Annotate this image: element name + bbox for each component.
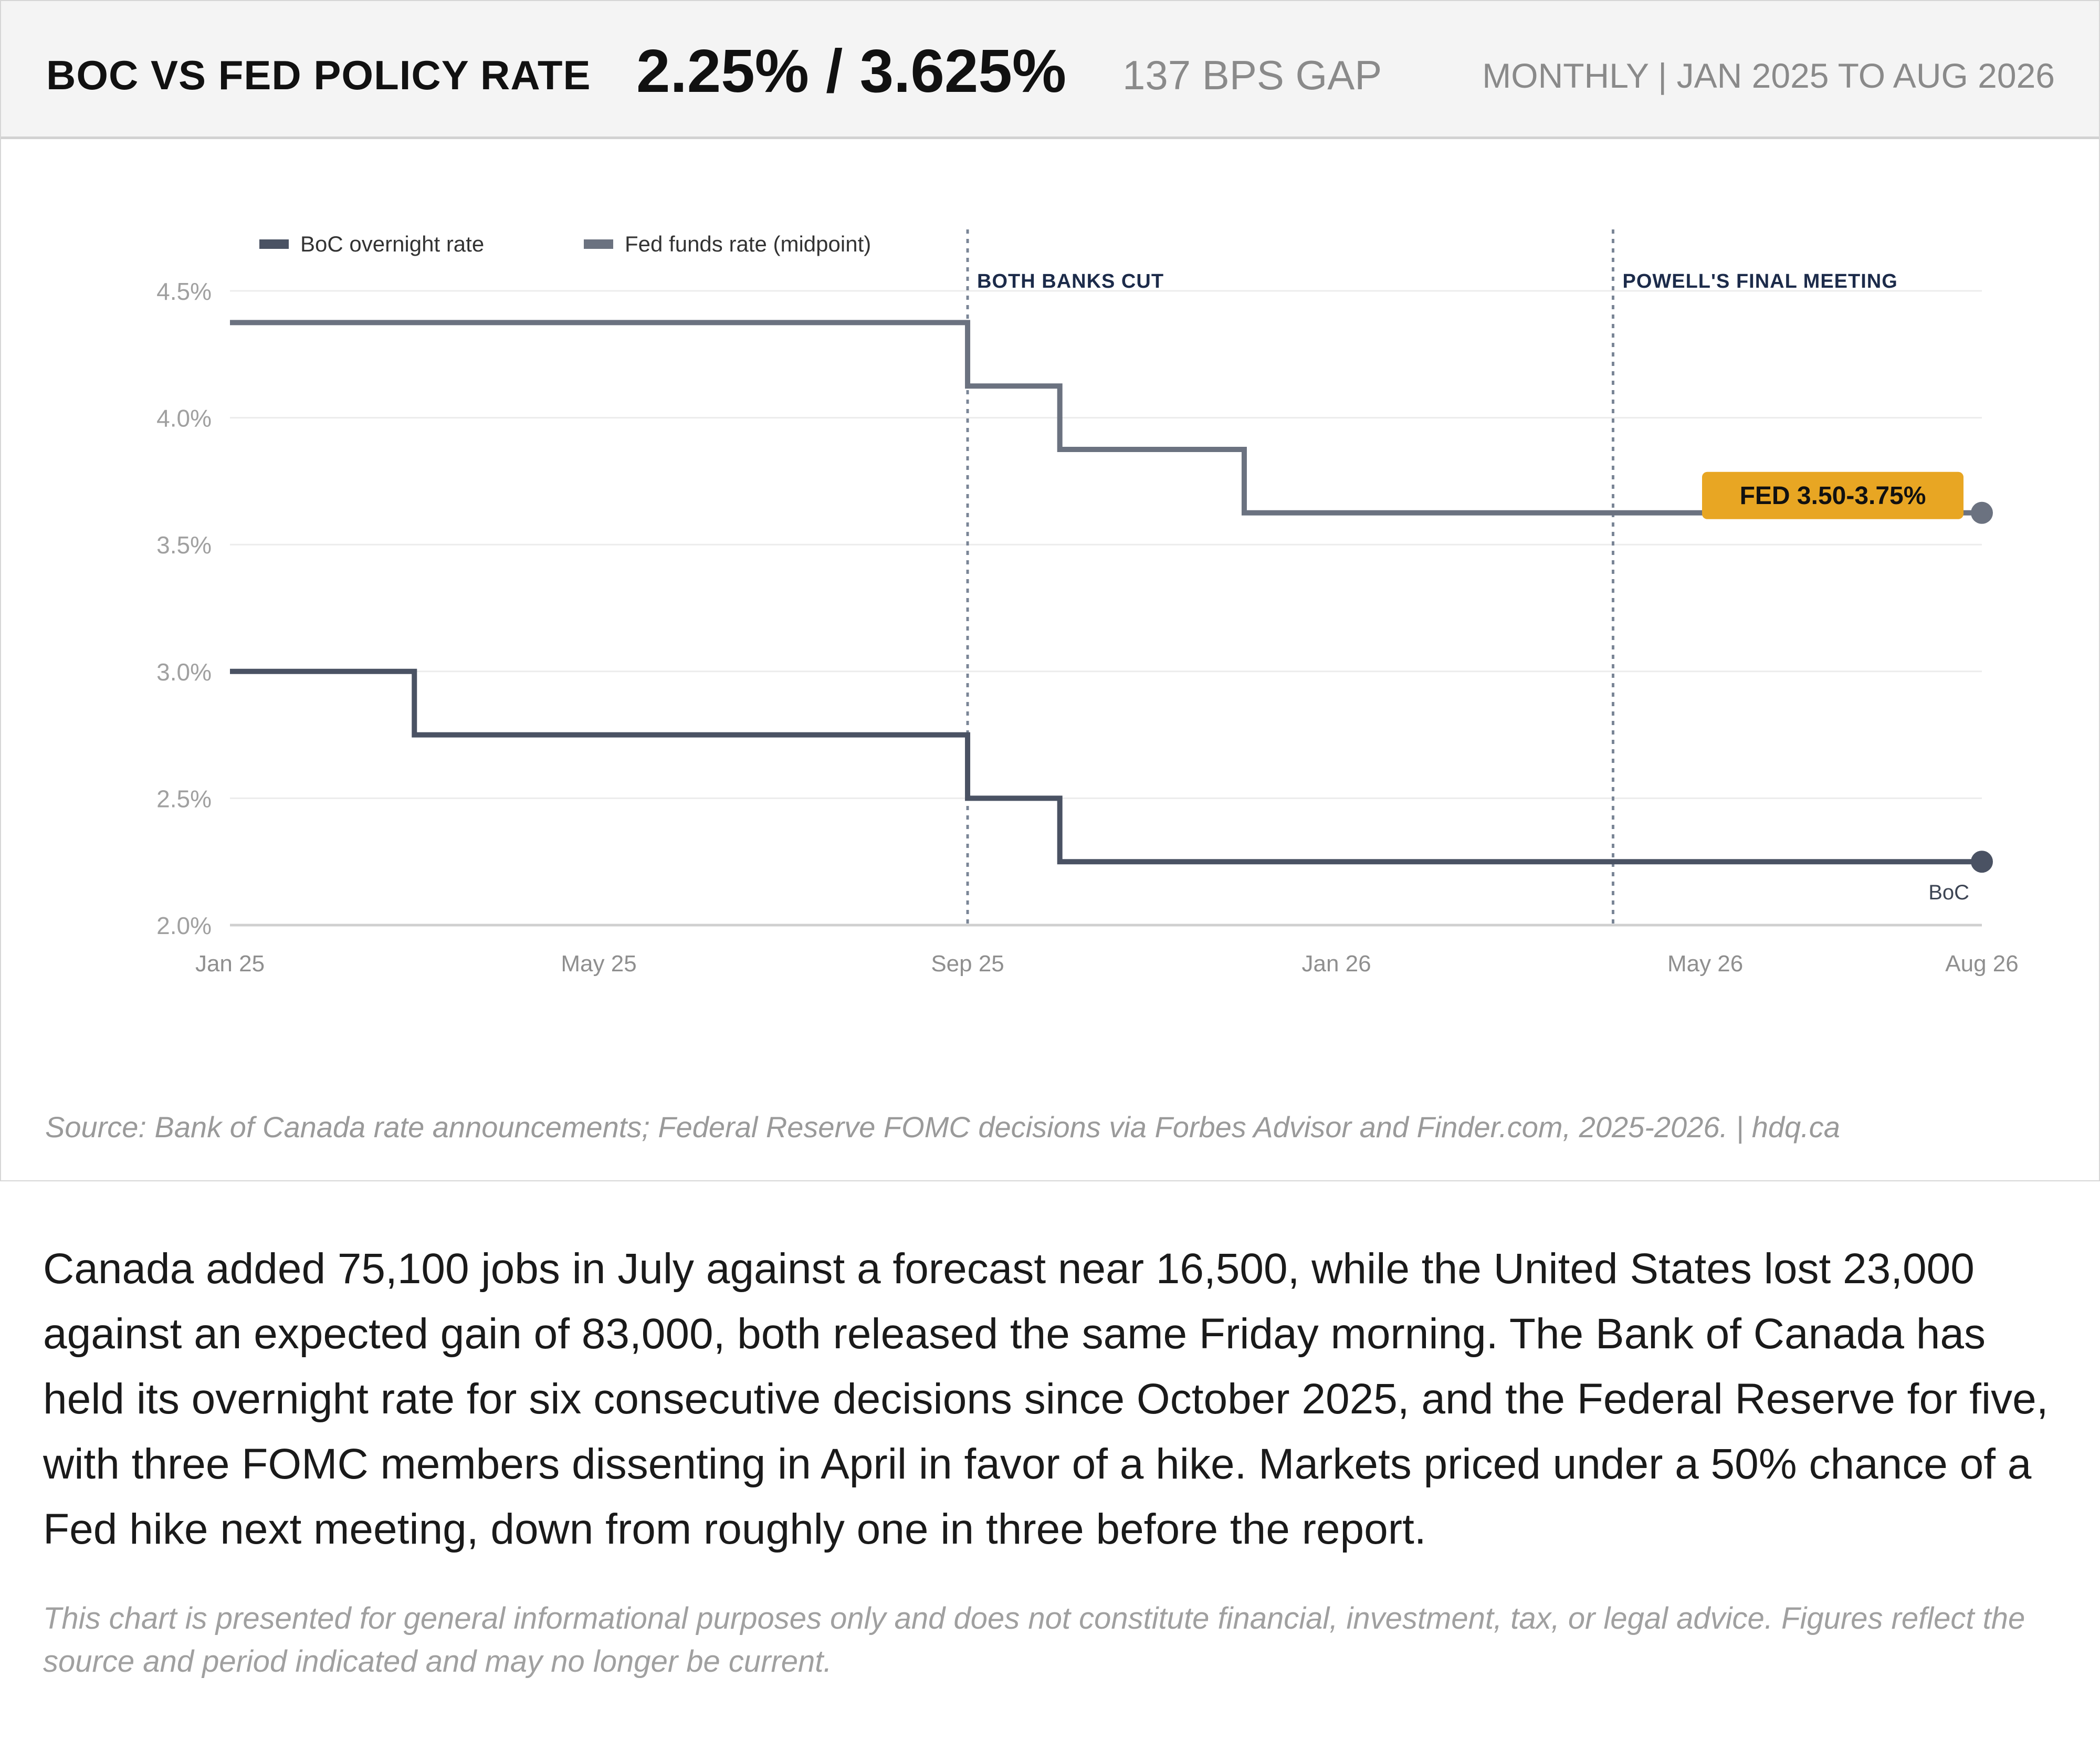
boc-series-line bbox=[230, 668, 1982, 865]
legend-swatch bbox=[259, 239, 289, 249]
y-tick-label: 4.5% bbox=[156, 278, 212, 305]
fed-end-point bbox=[1971, 501, 1993, 524]
fed-series-line bbox=[230, 320, 1982, 516]
chart-card: BOC VS FED POLICY RATE 2.25% / 3.625% 13… bbox=[0, 0, 2100, 1181]
article-paragraph: Canada added 75,100 jobs in July against… bbox=[43, 1245, 2049, 1553]
source-note: Source: Bank of Canada rate announcement… bbox=[45, 1110, 1840, 1144]
legend-label: BoC overnight rate bbox=[300, 232, 484, 256]
period-label: MONTHLY | JAN 2025 TO AUG 2026 bbox=[1482, 56, 2055, 95]
x-tick-label: May 25 bbox=[561, 951, 636, 977]
fed-callout-box bbox=[1702, 471, 1964, 519]
annotation-label: BOTH BANKS CUT bbox=[977, 270, 1164, 292]
y-tick-label: 2.0% bbox=[156, 912, 212, 939]
x-tick-label: Jan 26 bbox=[1302, 951, 1371, 977]
x-tick-label: May 26 bbox=[1667, 951, 1743, 977]
legend-swatch bbox=[584, 239, 613, 249]
legend-label: Fed funds rate (midpoint) bbox=[625, 232, 871, 256]
y-tick-label: 4.0% bbox=[156, 405, 212, 432]
y-tick-label: 3.0% bbox=[156, 658, 212, 686]
rate-chart: 2.0% 2.5% 3.0% 3.5% 4.0% 4.5% Jan 25 May 25 Sep … bbox=[156, 229, 2019, 977]
fed-callout-label: FED 3.50-3.75% bbox=[1740, 482, 1926, 510]
boc-end-label: BoC bbox=[1928, 881, 1969, 904]
boc-end-point bbox=[1971, 851, 1993, 873]
x-tick-label: Sep 25 bbox=[931, 951, 1004, 977]
x-tick-label: Jan 25 bbox=[195, 951, 265, 977]
headline-value: 2.25% / 3.625% bbox=[636, 37, 1067, 105]
chart-header: BOC VS FED POLICY RATE 2.25% / 3.625% 13… bbox=[1, 1, 2099, 139]
x-tick-label: Aug 26 bbox=[1945, 951, 2018, 977]
y-tick-label: 3.5% bbox=[156, 531, 212, 559]
chart-title: BOC VS FED POLICY RATE bbox=[46, 52, 591, 98]
annotation-label: POWELL'S FINAL MEETING bbox=[1622, 270, 1897, 292]
disclaimer: This chart is presented for general info… bbox=[43, 1601, 2025, 1679]
y-tick-label: 2.5% bbox=[156, 785, 212, 812]
gap-label: 137 BPS GAP bbox=[1122, 52, 1382, 98]
